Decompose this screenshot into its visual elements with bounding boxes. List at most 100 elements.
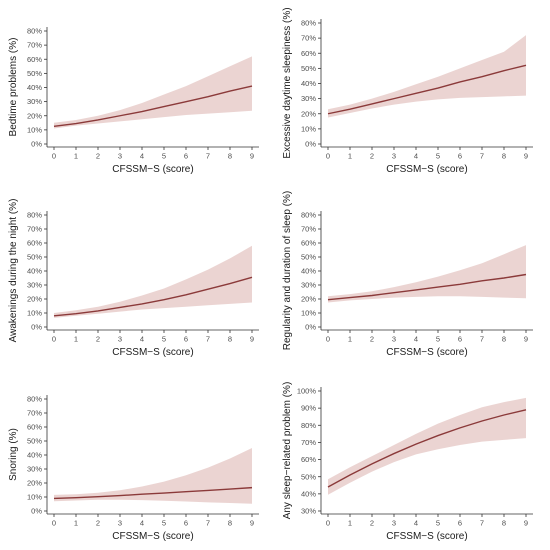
x-tick-label: 8	[502, 335, 506, 344]
y-tick-label: 50%	[27, 437, 42, 446]
estimate-line	[53, 486, 253, 500]
y-tick-label: 30%	[301, 94, 316, 103]
y-tick-label: 70%	[301, 438, 316, 447]
y-tick-label: 10%	[27, 125, 42, 134]
x-tick-label: 3	[118, 152, 122, 161]
x-tick-label: 8	[228, 519, 232, 528]
x-tick-label: 7	[206, 152, 210, 161]
y-tick-label: 80%	[301, 19, 316, 28]
x-tick-label: 4	[414, 519, 418, 528]
x-tick-label: 3	[392, 335, 396, 344]
y-tick-label: 60%	[301, 239, 316, 248]
x-tick-label: 9	[250, 335, 254, 344]
x-tick-label: 6	[184, 152, 188, 161]
y-tick-label: 80%	[27, 27, 42, 36]
confidence-band	[328, 35, 526, 118]
x-tick-label: 6	[184, 335, 188, 344]
x-tick-label: 3	[392, 152, 396, 161]
x-axis-title: CFSSM−S (score)	[386, 531, 467, 542]
y-tick-label: 40%	[301, 267, 316, 276]
y-tick-label: 40%	[27, 451, 42, 460]
y-tick-label: 20%	[301, 109, 316, 118]
y-tick-label: 30%	[27, 97, 42, 106]
x-tick-label: 6	[458, 519, 462, 528]
y-tick-label: 100%	[297, 387, 317, 396]
y-tick-label: 30%	[27, 281, 42, 290]
y-tick-label: 40%	[27, 83, 42, 92]
y-tick-label: 50%	[27, 69, 42, 78]
y-tick-label: 0%	[31, 507, 42, 516]
x-tick-label: 9	[250, 519, 254, 528]
x-tick-label: 8	[502, 152, 506, 161]
confidence-band	[328, 245, 526, 303]
y-tick-label: 80%	[27, 211, 42, 220]
y-tick-label: 50%	[27, 253, 42, 262]
y-tick-label: 20%	[301, 295, 316, 304]
x-tick-label: 9	[524, 152, 528, 161]
estimate-line	[327, 64, 527, 115]
y-tick-label: 70%	[27, 225, 42, 234]
x-tick-label: 0	[326, 335, 330, 344]
y-tick-label: 0%	[31, 140, 42, 149]
x-tick-label: 7	[480, 152, 484, 161]
y-tick-label: 50%	[301, 253, 316, 262]
x-tick-label: 2	[370, 152, 374, 161]
y-tick-label: 0%	[305, 323, 316, 332]
x-tick-label: 5	[436, 519, 440, 528]
x-tick-label: 7	[480, 335, 484, 344]
confidence-band	[328, 397, 526, 495]
y-tick-label: 20%	[27, 111, 42, 120]
confidence-band	[54, 245, 252, 318]
chart-panel-2: 0% 10% 20% 30% 40% 50% 60% 70% 80% 0 1 2 3 4 5 6 7 8 9 CFSS…	[282, 7, 533, 175]
x-tick-label: 7	[480, 519, 484, 528]
x-tick-label: 3	[392, 519, 396, 528]
y-axis-title: Excessive daytime sleepiness (%)	[282, 7, 293, 158]
x-tick-label: 2	[370, 519, 374, 528]
x-tick-label: 0	[52, 519, 56, 528]
y-axis-title: Snoring (%)	[8, 428, 19, 481]
y-tick-label: 10%	[27, 309, 42, 318]
x-tick-label: 1	[74, 335, 78, 344]
estimate-line	[327, 273, 527, 301]
x-tick-label: 2	[96, 519, 100, 528]
x-tick-label: 7	[206, 335, 210, 344]
y-tick-label: 40%	[27, 267, 42, 276]
estimate-line	[327, 409, 527, 488]
y-tick-label: 0%	[31, 323, 42, 332]
x-tick-label: 5	[436, 335, 440, 344]
chart-panel-3: 0% 10% 20% 30% 40% 50% 60% 70% 80% 0 1 2 3 4 5 6 7 8 9 CFSS…	[8, 199, 259, 358]
x-tick-label: 4	[414, 152, 418, 161]
x-axis-title: CFSSM−S (score)	[112, 164, 193, 175]
x-tick-label: 9	[250, 152, 254, 161]
x-axis-title: CFSSM−S (score)	[386, 164, 467, 175]
y-tick-label: 20%	[27, 295, 42, 304]
x-tick-label: 6	[458, 335, 462, 344]
y-tick-label: 60%	[27, 423, 42, 432]
y-axis-title: Regularity and duration of sleep (%)	[282, 191, 293, 351]
x-tick-label: 0	[326, 519, 330, 528]
y-axis-title: Any sleep−related problem (%)	[282, 382, 293, 520]
x-tick-label: 5	[162, 335, 166, 344]
x-tick-label: 6	[458, 152, 462, 161]
chart-panel-1: 0% 10% 20% 30% 40% 50% 60% 70% 80% 0 1 2 3 4 5 6 7 8 9 CFSS…	[8, 27, 259, 175]
x-tick-label: 1	[348, 519, 352, 528]
y-tick-label: 80%	[301, 421, 316, 430]
estimate-line	[53, 85, 253, 128]
y-tick-label: 80%	[301, 211, 316, 220]
x-tick-label: 1	[348, 152, 352, 161]
y-tick-label: 70%	[27, 41, 42, 50]
y-tick-label: 10%	[27, 493, 42, 502]
y-tick-label: 20%	[27, 479, 42, 488]
y-tick-label: 40%	[301, 489, 316, 498]
confidence-band	[54, 448, 252, 504]
y-tick-label: 60%	[27, 239, 42, 248]
x-tick-label: 6	[184, 519, 188, 528]
x-tick-label: 4	[140, 152, 144, 161]
x-tick-label: 2	[370, 335, 374, 344]
x-tick-label: 1	[74, 152, 78, 161]
confidence-band	[54, 56, 252, 129]
y-tick-label: 30%	[301, 507, 316, 516]
estimate-line	[53, 276, 253, 317]
x-tick-label: 0	[326, 152, 330, 161]
